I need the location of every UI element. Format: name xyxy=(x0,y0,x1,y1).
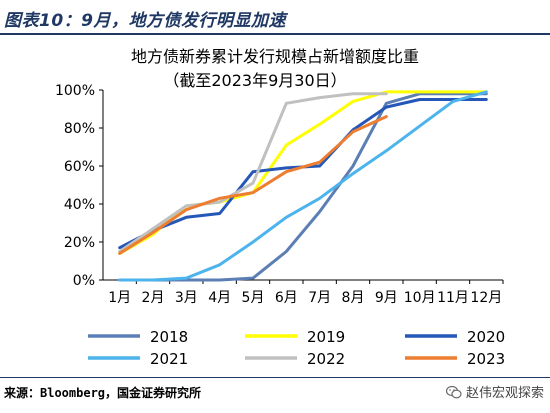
x-tick-label: 12月 xyxy=(470,290,502,306)
x-tick-label: 4月 xyxy=(208,290,231,306)
x-tick-label: 11月 xyxy=(437,290,469,306)
watermark-text: 赵伟宏观探索 xyxy=(465,386,544,401)
x-tick-label: 7月 xyxy=(308,290,331,306)
legend-label-2019: 2019 xyxy=(307,328,345,346)
chart-legend: 2018 2019 2020 2021 2022 2023 xyxy=(88,328,505,368)
line-chart: 地方债新券累计发行规模占新增额度比重 （截至2023年9月30日） 0% 20% 4… xyxy=(55,47,505,368)
x-tick-label: 2月 xyxy=(142,290,165,306)
x-tick-label: 8月 xyxy=(342,290,365,306)
legend-label-2018: 2018 xyxy=(150,328,188,346)
chart-title: 地方债新券累计发行规模占新增额度比重 xyxy=(131,47,419,66)
source-note: 来源：Bloomberg，国金证券研究所 xyxy=(4,386,202,400)
chart-lines xyxy=(118,90,488,282)
figure-header: 图表10：9月，地方债发行明显加速 xyxy=(0,0,550,38)
series-line-2023 xyxy=(118,115,388,255)
y-tick-label: 60% xyxy=(64,159,95,175)
x-tick-label: 3月 xyxy=(175,290,198,306)
legend-label-2021: 2021 xyxy=(150,350,188,368)
legend-label-2022: 2022 xyxy=(307,350,345,368)
x-tick-label: 10月 xyxy=(404,290,436,306)
x-tick-label: 5月 xyxy=(242,290,265,306)
x-tick-label: 1月 xyxy=(108,290,131,306)
footer-divider xyxy=(0,377,550,378)
x-tick-label: 9月 xyxy=(375,290,398,306)
y-tick-label: 80% xyxy=(64,121,95,137)
y-tick-label: 40% xyxy=(64,197,95,213)
header-divider xyxy=(0,33,550,35)
x-tick-label: 6月 xyxy=(275,290,298,306)
series-line-2022 xyxy=(118,92,388,253)
chart-axes: 0%20%40%60%80%100%1月 2月 3月 4月 5月 6月 7月 8月 9月 10月 1… xyxy=(55,83,504,306)
watermark: 赵伟宏观探索 xyxy=(445,382,544,401)
y-tick-label: 0% xyxy=(73,273,95,289)
figure-title: 图表10：9月，地方债发行明显加速 xyxy=(4,11,286,31)
chart-subtitle: （截至2023年9月30日） xyxy=(163,71,346,90)
chart-area: 地方债新券累计发行规模占新增额度比重 （截至2023年9月30日） 0% 20% 4… xyxy=(0,38,550,378)
series-line-2020 xyxy=(118,98,488,250)
series-line-2021 xyxy=(118,90,488,282)
legend-label-2023: 2023 xyxy=(467,350,505,368)
wechat-icon xyxy=(445,385,462,398)
y-tick-label: 100% xyxy=(55,83,95,99)
legend-label-2020: 2020 xyxy=(467,328,505,346)
y-tick-label: 20% xyxy=(64,235,95,251)
series-line-2018 xyxy=(118,92,488,282)
